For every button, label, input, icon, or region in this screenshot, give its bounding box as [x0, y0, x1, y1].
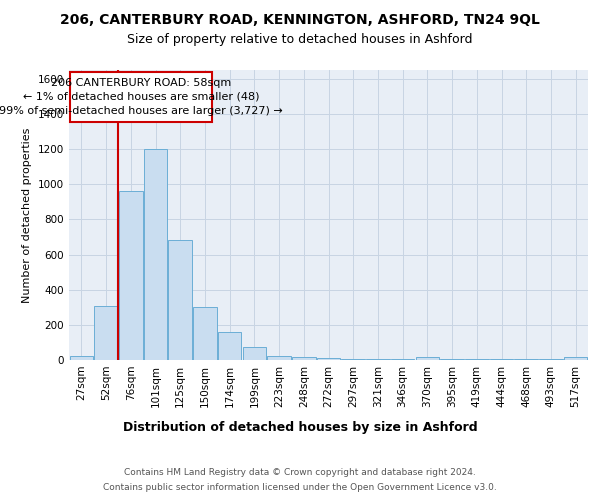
Bar: [144, 149, 167, 360]
Text: Contains HM Land Registry data © Crown copyright and database right 2024.: Contains HM Land Registry data © Crown c…: [124, 468, 476, 477]
Bar: [539, 359, 563, 360]
Bar: [242, 347, 266, 360]
Bar: [391, 359, 415, 360]
Bar: [292, 358, 316, 360]
Bar: [490, 359, 513, 360]
Bar: [514, 359, 538, 360]
Bar: [564, 358, 587, 360]
Bar: [366, 359, 389, 360]
Bar: [341, 358, 365, 360]
Text: Size of property relative to detached houses in Ashford: Size of property relative to detached ho…: [127, 32, 473, 46]
Bar: [465, 359, 488, 360]
Bar: [317, 358, 340, 360]
Text: 206 CANTERBURY ROAD: 58sqm
← 1% of detached houses are smaller (48)
99% of semi-: 206 CANTERBURY ROAD: 58sqm ← 1% of detac…: [0, 78, 283, 116]
Bar: [94, 306, 118, 360]
Bar: [440, 359, 464, 360]
Bar: [70, 72, 212, 122]
Y-axis label: Number of detached properties: Number of detached properties: [22, 128, 32, 302]
Bar: [416, 358, 439, 360]
Text: Contains public sector information licensed under the Open Government Licence v3: Contains public sector information licen…: [103, 483, 497, 492]
Bar: [193, 308, 217, 360]
Bar: [70, 356, 93, 360]
Bar: [268, 356, 291, 360]
Text: 206, CANTERBURY ROAD, KENNINGTON, ASHFORD, TN24 9QL: 206, CANTERBURY ROAD, KENNINGTON, ASHFOR…: [60, 12, 540, 26]
Bar: [169, 240, 192, 360]
Bar: [218, 332, 241, 360]
Bar: [119, 192, 143, 360]
Text: Distribution of detached houses by size in Ashford: Distribution of detached houses by size …: [122, 421, 478, 434]
